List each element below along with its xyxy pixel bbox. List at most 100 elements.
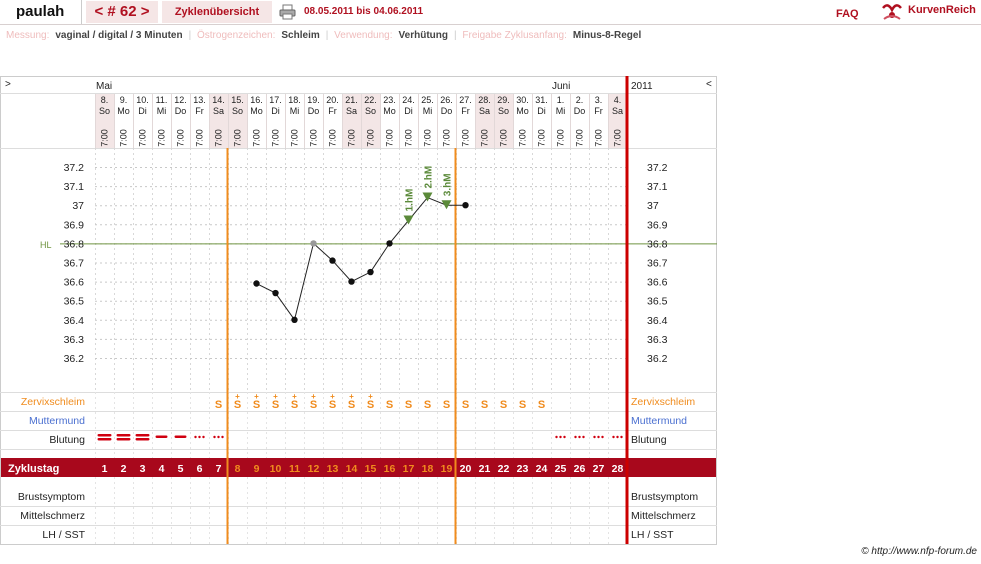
- setting-value-usage: Verhütung: [398, 30, 448, 41]
- y-tick-right: 36.3: [647, 334, 668, 346]
- weekday-label: Do: [441, 106, 453, 116]
- date-label: 14.: [212, 95, 225, 105]
- date-label: 22.: [364, 95, 377, 105]
- setting-label-usage: Verwendung:: [334, 30, 393, 41]
- cycle-day-number: 21: [479, 463, 491, 475]
- date-label: 8.: [101, 95, 109, 105]
- temperature-point: [348, 278, 355, 285]
- weekend-shade: [209, 94, 228, 148]
- cycle-day-number: 18: [422, 463, 434, 475]
- time-label: 7:00: [290, 129, 300, 147]
- weekday-label: Mo: [250, 106, 263, 116]
- mucus-plus: +: [235, 392, 240, 401]
- time-label: 7:00: [119, 129, 129, 147]
- chart-frame: [0, 76, 717, 545]
- weekday-label: Sa: [479, 106, 490, 116]
- date-label: 19.: [307, 95, 320, 105]
- date-label: 13.: [193, 95, 206, 105]
- bleeding-spotting: [593, 435, 596, 439]
- weekday-label: Di: [271, 106, 280, 116]
- bleeding-spotting: [559, 435, 562, 439]
- hm-label: 3.hM: [443, 173, 454, 196]
- weekday-label: Sa: [346, 106, 357, 116]
- time-label: 7:00: [404, 129, 414, 147]
- setting-label-release: Freigabe Zyklusanfang:: [462, 30, 567, 41]
- y-tick-right: 36.6: [647, 277, 668, 289]
- nav-left-arrow[interactable]: >: [5, 79, 11, 90]
- higher-measurement-marker: [422, 192, 433, 202]
- cycle-day-number: 19: [441, 463, 453, 475]
- month-label: Juni: [552, 81, 570, 92]
- temperature-point: [462, 202, 469, 209]
- bleeding-heavy: [135, 434, 150, 437]
- date-label: 21.: [345, 95, 358, 105]
- logo[interactable]: KurvenReich: [880, 2, 981, 22]
- time-label: 7:00: [233, 129, 243, 147]
- row-label-muttermund: Muttermund: [29, 415, 85, 427]
- y-tick-left: 36.4: [64, 315, 85, 327]
- weekday-label: Fr: [594, 106, 603, 116]
- mucus-symbol: S: [310, 399, 317, 411]
- temperature-point: [310, 240, 317, 247]
- y-tick-left: 36.6: [64, 277, 85, 289]
- cycle-day-number: 28: [612, 463, 624, 475]
- bleeding-spotting: [563, 435, 566, 439]
- setting-value-estrogen: Schleim: [281, 30, 320, 41]
- row-label-blutung-right: Blutung: [631, 434, 667, 446]
- row-label-blutung: Blutung: [49, 434, 85, 446]
- nav-right-arrow[interactable]: <: [706, 79, 712, 90]
- time-label: 7:00: [594, 129, 604, 147]
- mucus-symbol: S: [329, 399, 336, 411]
- bleeding-spotting: [202, 435, 205, 439]
- time-label: 7:00: [214, 129, 224, 147]
- date-label: 28.: [478, 95, 491, 105]
- mucus-symbol: S: [481, 399, 488, 411]
- mucus-plus: +: [273, 392, 278, 401]
- bleeding-medium: [174, 435, 187, 438]
- setting-label-measurement: Messung:: [6, 30, 50, 41]
- time-label: 7:00: [499, 129, 509, 147]
- y-tick-left: 36.2: [64, 353, 85, 365]
- time-label: 7:00: [157, 129, 167, 147]
- date-label: 9.: [120, 95, 128, 105]
- cycle-overview-button[interactable]: Zyklenübersicht: [162, 1, 272, 23]
- cycle-day-number: 6: [197, 463, 203, 475]
- logo-text: KurvenReich: [908, 4, 976, 16]
- time-label: 7:00: [366, 129, 376, 147]
- cycle-day-number: 7: [216, 463, 222, 475]
- mucus-symbol: S: [367, 399, 374, 411]
- row-label-mittelschmerz-right: Mittelschmerz: [631, 510, 696, 522]
- time-label: 7:00: [309, 129, 319, 147]
- setting-value-release: Minus-8-Regel: [572, 30, 642, 41]
- weekday-label: Mo: [516, 106, 529, 116]
- y-tick-left: 36.5: [64, 296, 85, 308]
- cycle-day-number: 12: [308, 463, 320, 475]
- row-label-lh-sst-right: LH / SST: [631, 529, 674, 541]
- mucus-symbol: S: [348, 399, 355, 411]
- date-label: 15.: [231, 95, 244, 105]
- date-range: 08.05.2011 bis 04.06.2011: [304, 6, 423, 17]
- row-label-zervixschleim-right: Zervixschleim: [631, 396, 695, 408]
- y-tick-left: 37.2: [64, 162, 85, 174]
- time-label: 7:00: [518, 129, 528, 147]
- y-tick-right: 37: [647, 200, 659, 212]
- date-label: 10.: [136, 95, 149, 105]
- settings-line: Messung: vaginal / digital / 3 Minuten | Ö…: [6, 30, 642, 41]
- temperature-point: [329, 257, 336, 264]
- cycle-day-number: 14: [346, 463, 358, 475]
- mucus-plus: +: [349, 392, 354, 401]
- cycle-navigator[interactable]: < # 62 >: [86, 1, 158, 23]
- faq-link[interactable]: FAQ: [836, 8, 859, 20]
- y-tick-right: 37.2: [647, 162, 668, 174]
- cycle-day-number: 22: [498, 463, 510, 475]
- printer-icon[interactable]: [279, 4, 296, 20]
- cycle-day-number: 11: [289, 463, 300, 475]
- mucus-plus: +: [292, 392, 297, 401]
- date-label: 16.: [250, 95, 263, 105]
- username: paulah: [0, 0, 82, 24]
- cycle-day-number: 2: [121, 463, 127, 475]
- mucus-symbol: S: [462, 399, 469, 411]
- bleeding-medium: [155, 435, 168, 438]
- y-tick-right: 36.5: [647, 296, 668, 308]
